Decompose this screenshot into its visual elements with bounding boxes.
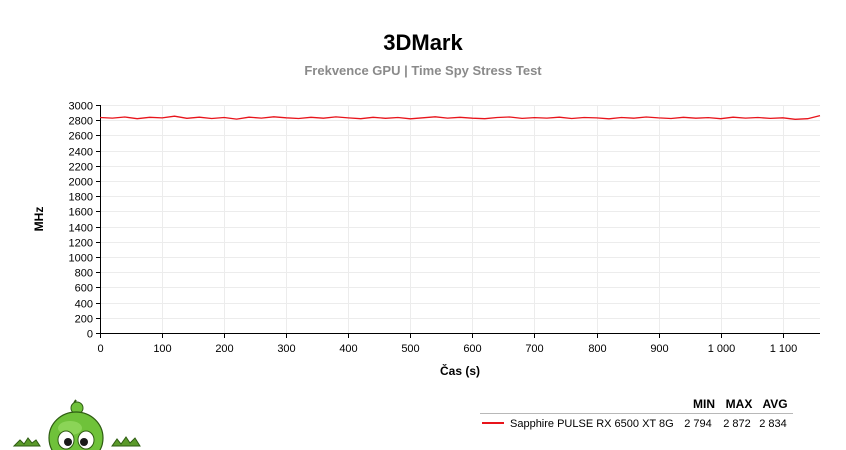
x-tick-label: 400 <box>339 343 357 355</box>
legend-header-avg: AVG <box>762 397 787 411</box>
legend-series-min: 2 794 <box>684 418 712 430</box>
y-tick-label: 600 <box>75 283 93 295</box>
y-axis-label: MHz <box>32 207 46 232</box>
x-tick-label: 0 <box>97 343 103 355</box>
x-tick-label: 200 <box>215 343 233 355</box>
y-axis-ticks: 0 200 400 600 800 1000 1200 1400 1600 1800 2000 220… <box>69 101 100 341</box>
x-tick-label: 800 <box>588 343 606 355</box>
x-axis-label: Čas (s) <box>440 363 480 378</box>
y-tick-label: 400 <box>75 299 93 311</box>
x-tick-label: 100 <box>153 343 171 355</box>
chart-subtitle: Frekvence GPU | Time Spy Stress Test <box>304 63 542 78</box>
chart-title: 3DMark <box>383 30 463 55</box>
y-tick-label: 200 <box>75 314 93 326</box>
y-tick-label: 2800 <box>69 116 93 128</box>
x-tick-label: 900 <box>650 343 668 355</box>
y-tick-label: 1800 <box>69 192 93 204</box>
legend-series-max: 2 872 <box>723 418 751 430</box>
y-tick-label: 1600 <box>69 207 93 219</box>
x-tick-label: 1 100 <box>770 343 798 355</box>
y-tick-label: 2600 <box>69 131 93 143</box>
legend-series-avg: 2 834 <box>759 418 787 430</box>
x-axis-ticks: 0 100 200 300 400 500 600 700 800 900 1 000 1 100 <box>97 333 797 355</box>
series-layer <box>99 114 821 120</box>
x-tick-label: 600 <box>463 343 481 355</box>
y-tick-label: 1400 <box>69 223 93 235</box>
x-tick-label: 500 <box>401 343 419 355</box>
y-tick-label: 0 <box>87 329 93 341</box>
y-tick-label: 1000 <box>69 253 93 265</box>
y-tick-label: 2200 <box>69 162 93 174</box>
y-tick-label: 800 <box>75 268 93 280</box>
x-tick-label: 700 <box>525 343 543 355</box>
y-tick-label: 2400 <box>69 147 93 159</box>
y-tick-label: 1200 <box>69 238 93 250</box>
series-line <box>99 114 821 120</box>
legend-header-min: MIN <box>693 397 715 411</box>
legend-header-max: MAX <box>726 397 753 411</box>
y-tick-label: 3000 <box>69 101 93 113</box>
legend: MIN MAX AVG Sapphire PULSE RX 6500 XT 8G… <box>480 397 793 430</box>
x-tick-label: 1 000 <box>708 343 736 355</box>
y-tick-label: 2000 <box>69 177 93 189</box>
grid <box>100 105 820 333</box>
x-tick-label: 300 <box>277 343 295 355</box>
legend-series-name: Sapphire PULSE RX 6500 XT 8G <box>510 418 674 430</box>
green-alien-mascot-icon <box>12 399 141 450</box>
